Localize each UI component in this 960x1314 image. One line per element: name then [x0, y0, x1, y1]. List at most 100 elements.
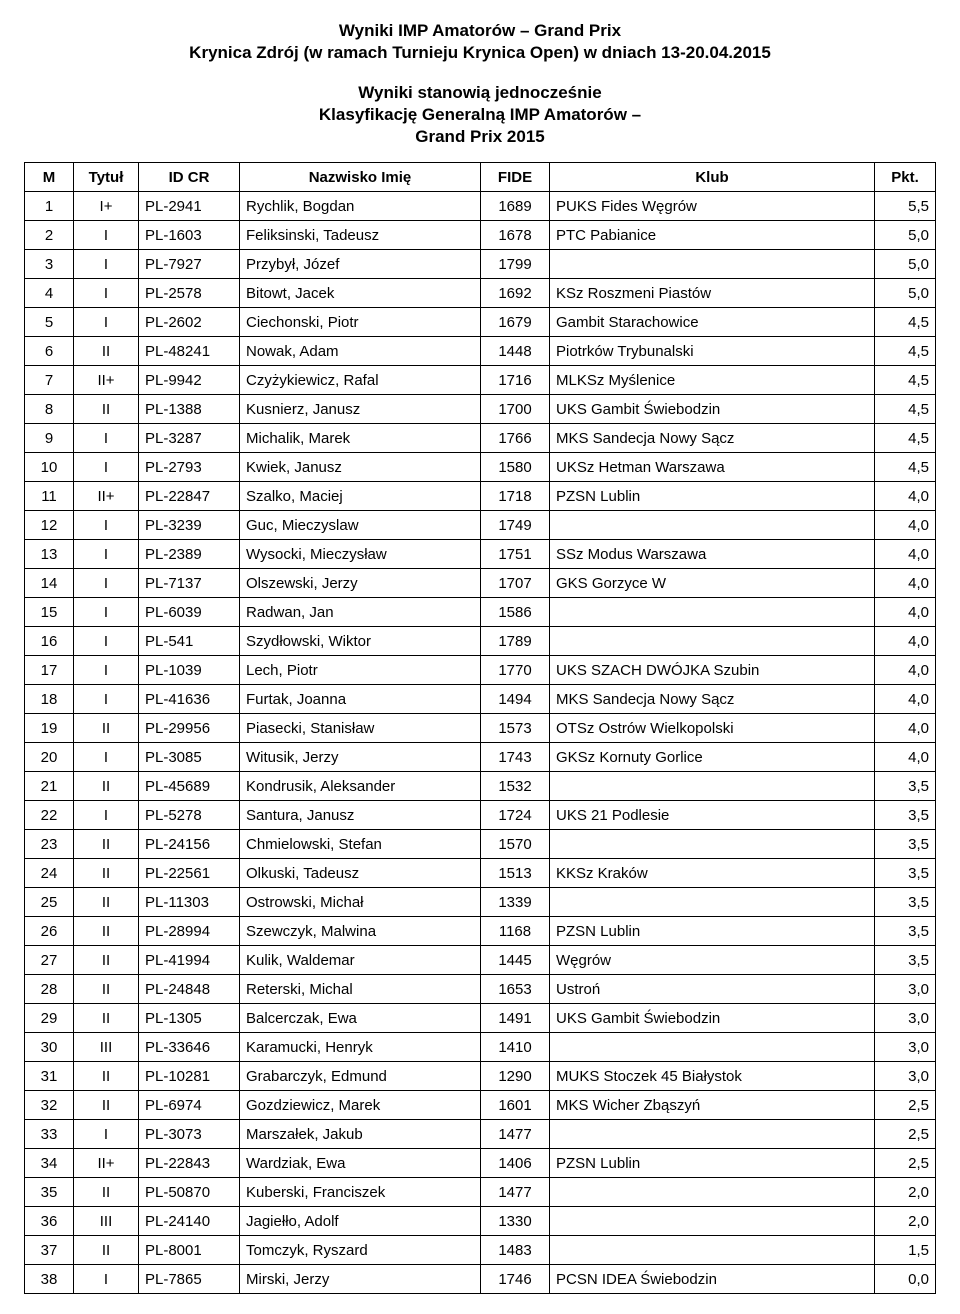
- cell-m: 29: [25, 1004, 74, 1033]
- cell-m: 21: [25, 772, 74, 801]
- cell-m: 7: [25, 366, 74, 395]
- col-header-m: M: [25, 163, 74, 192]
- table-row: 7II+PL-9942Czyżykiewicz, Rafal1716MLKSz …: [25, 366, 936, 395]
- cell-pkt: 2,0: [875, 1207, 936, 1236]
- cell-id: PL-33646: [139, 1033, 240, 1062]
- cell-pkt: 4,5: [875, 308, 936, 337]
- cell-name: Grabarczyk, Edmund: [240, 1062, 481, 1091]
- table-row: 4IPL-2578Bitowt, Jacek1692KSz Roszmeni P…: [25, 279, 936, 308]
- cell-fide: 1751: [481, 540, 550, 569]
- cell-id: PL-8001: [139, 1236, 240, 1265]
- cell-pkt: 4,0: [875, 482, 936, 511]
- table-row: 8IIPL-1388Kusnierz, Janusz1700UKS Gambit…: [25, 395, 936, 424]
- cell-id: PL-1305: [139, 1004, 240, 1033]
- cell-tyt: I: [74, 685, 139, 714]
- table-row: 27IIPL-41994Kulik, Waldemar1445Węgrów3,5: [25, 946, 936, 975]
- cell-id: PL-45689: [139, 772, 240, 801]
- cell-tyt: II: [74, 395, 139, 424]
- cell-klub: [550, 888, 875, 917]
- cell-id: PL-22843: [139, 1149, 240, 1178]
- cell-fide: 1601: [481, 1091, 550, 1120]
- table-row: 9IPL-3287Michalik, Marek1766MKS Sandecja…: [25, 424, 936, 453]
- cell-klub: PZSN Lublin: [550, 1149, 875, 1178]
- cell-id: PL-7137: [139, 569, 240, 598]
- cell-pkt: 3,0: [875, 1033, 936, 1062]
- cell-id: PL-1039: [139, 656, 240, 685]
- cell-m: 15: [25, 598, 74, 627]
- table-row: 12IPL-3239Guc, Mieczyslaw17494,0: [25, 511, 936, 540]
- cell-name: Lech, Piotr: [240, 656, 481, 685]
- table-row: 28IIPL-24848Reterski, Michal1653Ustroń3,…: [25, 975, 936, 1004]
- cell-name: Santura, Janusz: [240, 801, 481, 830]
- cell-id: PL-2602: [139, 308, 240, 337]
- cell-id: PL-3287: [139, 424, 240, 453]
- cell-m: 12: [25, 511, 74, 540]
- cell-tyt: I: [74, 424, 139, 453]
- cell-tyt: I: [74, 1265, 139, 1294]
- cell-name: Reterski, Michal: [240, 975, 481, 1004]
- cell-name: Olszewski, Jerzy: [240, 569, 481, 598]
- cell-m: 5: [25, 308, 74, 337]
- cell-fide: 1491: [481, 1004, 550, 1033]
- cell-m: 1: [25, 192, 74, 221]
- table-row: 13IPL-2389Wysocki, Mieczysław1751SSz Mod…: [25, 540, 936, 569]
- cell-name: Olkuski, Tadeusz: [240, 859, 481, 888]
- cell-fide: 1799: [481, 250, 550, 279]
- cell-name: Michalik, Marek: [240, 424, 481, 453]
- cell-pkt: 4,5: [875, 337, 936, 366]
- cell-pkt: 3,5: [875, 830, 936, 859]
- cell-fide: 1483: [481, 1236, 550, 1265]
- cell-id: PL-3085: [139, 743, 240, 772]
- cell-klub: Ustroń: [550, 975, 875, 1004]
- cell-id: PL-10281: [139, 1062, 240, 1091]
- table-row: 35IIPL-50870Kuberski, Franciszek14772,0: [25, 1178, 936, 1207]
- cell-klub: [550, 1207, 875, 1236]
- cell-id: PL-22847: [139, 482, 240, 511]
- cell-fide: 1743: [481, 743, 550, 772]
- cell-pkt: 3,5: [875, 917, 936, 946]
- cell-pkt: 5,0: [875, 221, 936, 250]
- cell-m: 38: [25, 1265, 74, 1294]
- cell-m: 26: [25, 917, 74, 946]
- cell-pkt: 4,0: [875, 598, 936, 627]
- subtitle-line-1: Wyniki stanowią jednocześnie: [24, 82, 936, 104]
- cell-tyt: I: [74, 801, 139, 830]
- cell-tyt: I: [74, 540, 139, 569]
- cell-name: Kusnierz, Janusz: [240, 395, 481, 424]
- cell-m: 16: [25, 627, 74, 656]
- cell-m: 13: [25, 540, 74, 569]
- cell-pkt: 4,5: [875, 453, 936, 482]
- cell-pkt: 4,0: [875, 743, 936, 772]
- cell-fide: 1477: [481, 1120, 550, 1149]
- cell-klub: MKS Sandecja Nowy Sącz: [550, 685, 875, 714]
- cell-tyt: II+: [74, 1149, 139, 1178]
- cell-name: Bitowt, Jacek: [240, 279, 481, 308]
- cell-name: Mirski, Jerzy: [240, 1265, 481, 1294]
- cell-id: PL-2941: [139, 192, 240, 221]
- cell-tyt: I: [74, 1120, 139, 1149]
- document-header: Wyniki IMP Amatorów – Grand Prix Krynica…: [24, 20, 936, 148]
- subtitle-block: Wyniki stanowią jednocześnie Klasyfikacj…: [24, 82, 936, 148]
- col-header-klub: Klub: [550, 163, 875, 192]
- table-row: 26IIPL-28994Szewczyk, Malwina1168PZSN Lu…: [25, 917, 936, 946]
- cell-tyt: II: [74, 946, 139, 975]
- cell-pkt: 4,0: [875, 540, 936, 569]
- cell-tyt: II: [74, 917, 139, 946]
- subtitle-line-2: Klasyfikację Generalną IMP Amatorów –: [24, 104, 936, 126]
- cell-name: Wysocki, Mieczysław: [240, 540, 481, 569]
- cell-m: 4: [25, 279, 74, 308]
- cell-name: Jagiełło, Adolf: [240, 1207, 481, 1236]
- cell-pkt: 2,0: [875, 1178, 936, 1207]
- cell-klub: PZSN Lublin: [550, 917, 875, 946]
- cell-tyt: III: [74, 1033, 139, 1062]
- cell-klub: UKS Gambit Świebodzin: [550, 395, 875, 424]
- cell-name: Ciechonski, Piotr: [240, 308, 481, 337]
- table-row: 23IIPL-24156Chmielowski, Stefan15703,5: [25, 830, 936, 859]
- cell-m: 9: [25, 424, 74, 453]
- cell-tyt: II: [74, 714, 139, 743]
- cell-tyt: I: [74, 221, 139, 250]
- cell-pkt: 4,0: [875, 569, 936, 598]
- cell-klub: PCSN IDEA Świebodzin: [550, 1265, 875, 1294]
- cell-klub: MKS Wicher Zbąszyń: [550, 1091, 875, 1120]
- cell-name: Przybył, Józef: [240, 250, 481, 279]
